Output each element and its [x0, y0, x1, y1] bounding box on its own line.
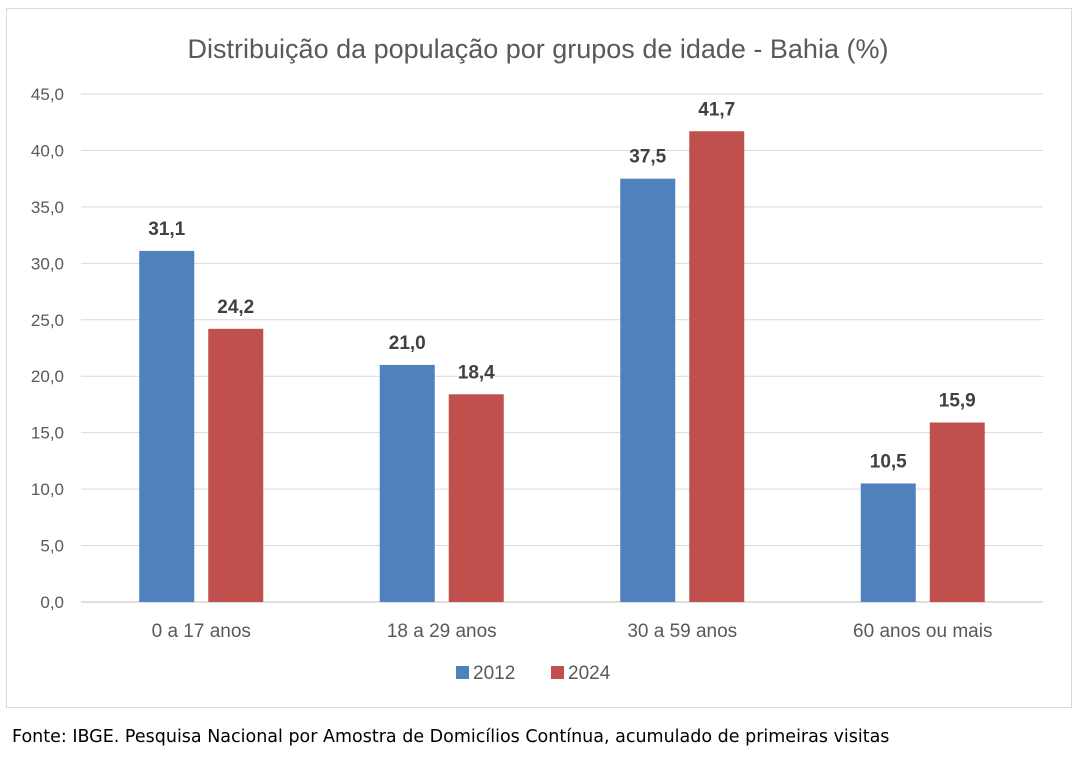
y-axis: 0,0 5,0 10,0 15,0 20,0 25,0 30,0 35,0 40,0 45,0 [31, 85, 64, 612]
data-label: 15,9 [939, 391, 976, 412]
legend-swatch-2012 [456, 666, 469, 679]
x-tick-label: 30 a 59 anos [627, 621, 737, 642]
bar-2012 [379, 364, 435, 602]
x-tick-label: 18 a 29 anos [387, 621, 497, 642]
data-label: 18,4 [458, 362, 495, 383]
bar-2024 [689, 131, 745, 602]
bars [139, 131, 985, 602]
x-tick-label: 60 anos ou mais [853, 621, 992, 642]
bar-2024 [208, 328, 264, 602]
x-tick-label: 0 a 17 anos [152, 621, 251, 642]
data-labels: 31,1 24,2 21,0 18,4 37,5 41,7 10,5 15,9 [148, 99, 975, 472]
y-tick-label: 45,0 [31, 85, 64, 104]
legend: 2012 2024 [456, 663, 611, 684]
x-axis: 0 a 17 anos 18 a 29 anos 30 a 59 anos 60 an… [152, 621, 993, 642]
bar-2024 [929, 422, 985, 602]
bar-chart: Distribuição da população por grupos de … [31, 34, 1043, 684]
legend-swatch-2024 [551, 666, 564, 679]
y-tick-label: 0,0 [40, 593, 64, 612]
source-note: Fonte: IBGE. Pesquisa Nacional por Amost… [12, 727, 890, 747]
chart-frame: Distribuição da população por grupos de … [6, 8, 1072, 708]
y-tick-label: 40,0 [31, 141, 64, 160]
bar-2012 [139, 250, 195, 602]
data-label: 41,7 [698, 99, 735, 120]
data-label: 21,0 [389, 333, 426, 354]
y-tick-label: 15,0 [31, 424, 64, 443]
y-tick-label: 10,0 [31, 480, 64, 499]
bar-2012 [860, 483, 916, 602]
data-label: 10,5 [870, 451, 907, 472]
y-tick-label: 25,0 [31, 311, 64, 330]
data-label: 37,5 [629, 147, 666, 168]
chart-title: Distribuição da população por grupos de … [188, 34, 889, 64]
data-label: 24,2 [217, 297, 254, 318]
data-label: 31,1 [148, 219, 185, 240]
y-tick-label: 35,0 [31, 198, 64, 217]
y-tick-label: 5,0 [40, 537, 64, 556]
y-tick-label: 20,0 [31, 367, 64, 386]
bar-2012 [620, 178, 676, 602]
legend-label: 2012 [473, 663, 515, 684]
legend-label: 2024 [568, 663, 611, 684]
bar-2024 [448, 394, 504, 602]
y-tick-label: 30,0 [31, 254, 64, 273]
